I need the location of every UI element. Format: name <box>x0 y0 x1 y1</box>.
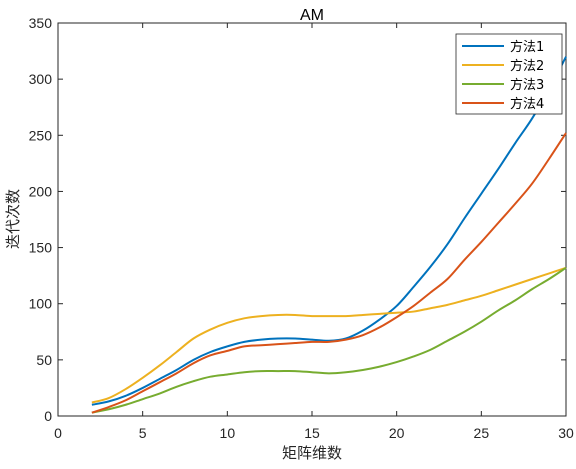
x-tick-label: 30 <box>558 425 574 441</box>
x-tick-label: 0 <box>54 425 62 441</box>
series-line-3 <box>91 266 567 414</box>
y-tick-label: 100 <box>29 296 53 312</box>
x-tick-label: 25 <box>474 425 490 441</box>
y-tick-label: 200 <box>29 183 53 199</box>
x-tick-label: 15 <box>304 425 320 441</box>
legend: 方法1 方法2 方法3 方法4 <box>455 33 563 115</box>
series-line-2 <box>91 266 567 404</box>
legend-label-3: 方法3 <box>510 77 544 93</box>
y-tick-label: 350 <box>29 15 53 31</box>
x-axis-label: 矩阵维数 <box>282 444 342 462</box>
legend-box <box>455 33 563 115</box>
y-tick-label: 250 <box>29 127 53 143</box>
x-tick-label: 5 <box>139 425 147 441</box>
series-lines <box>91 56 567 414</box>
x-axis-ticks: 0 5 10 15 20 25 30 <box>54 23 574 441</box>
legend-label-2: 方法2 <box>510 58 544 74</box>
series-line-1 <box>91 56 567 406</box>
y-tick-label: 300 <box>29 71 53 87</box>
x-tick-label: 10 <box>220 425 236 441</box>
y-tick-label: 0 <box>44 408 52 424</box>
series-line-4 <box>91 132 567 414</box>
y-tick-label: 50 <box>36 352 52 368</box>
x-tick-label: 20 <box>389 425 405 441</box>
legend-label-4: 方法4 <box>510 96 544 112</box>
chart-title: AM <box>300 7 324 24</box>
y-tick-label: 150 <box>29 240 53 256</box>
legend-label-1: 方法1 <box>510 39 544 55</box>
y-axis-label: 迭代次数 <box>4 189 22 249</box>
